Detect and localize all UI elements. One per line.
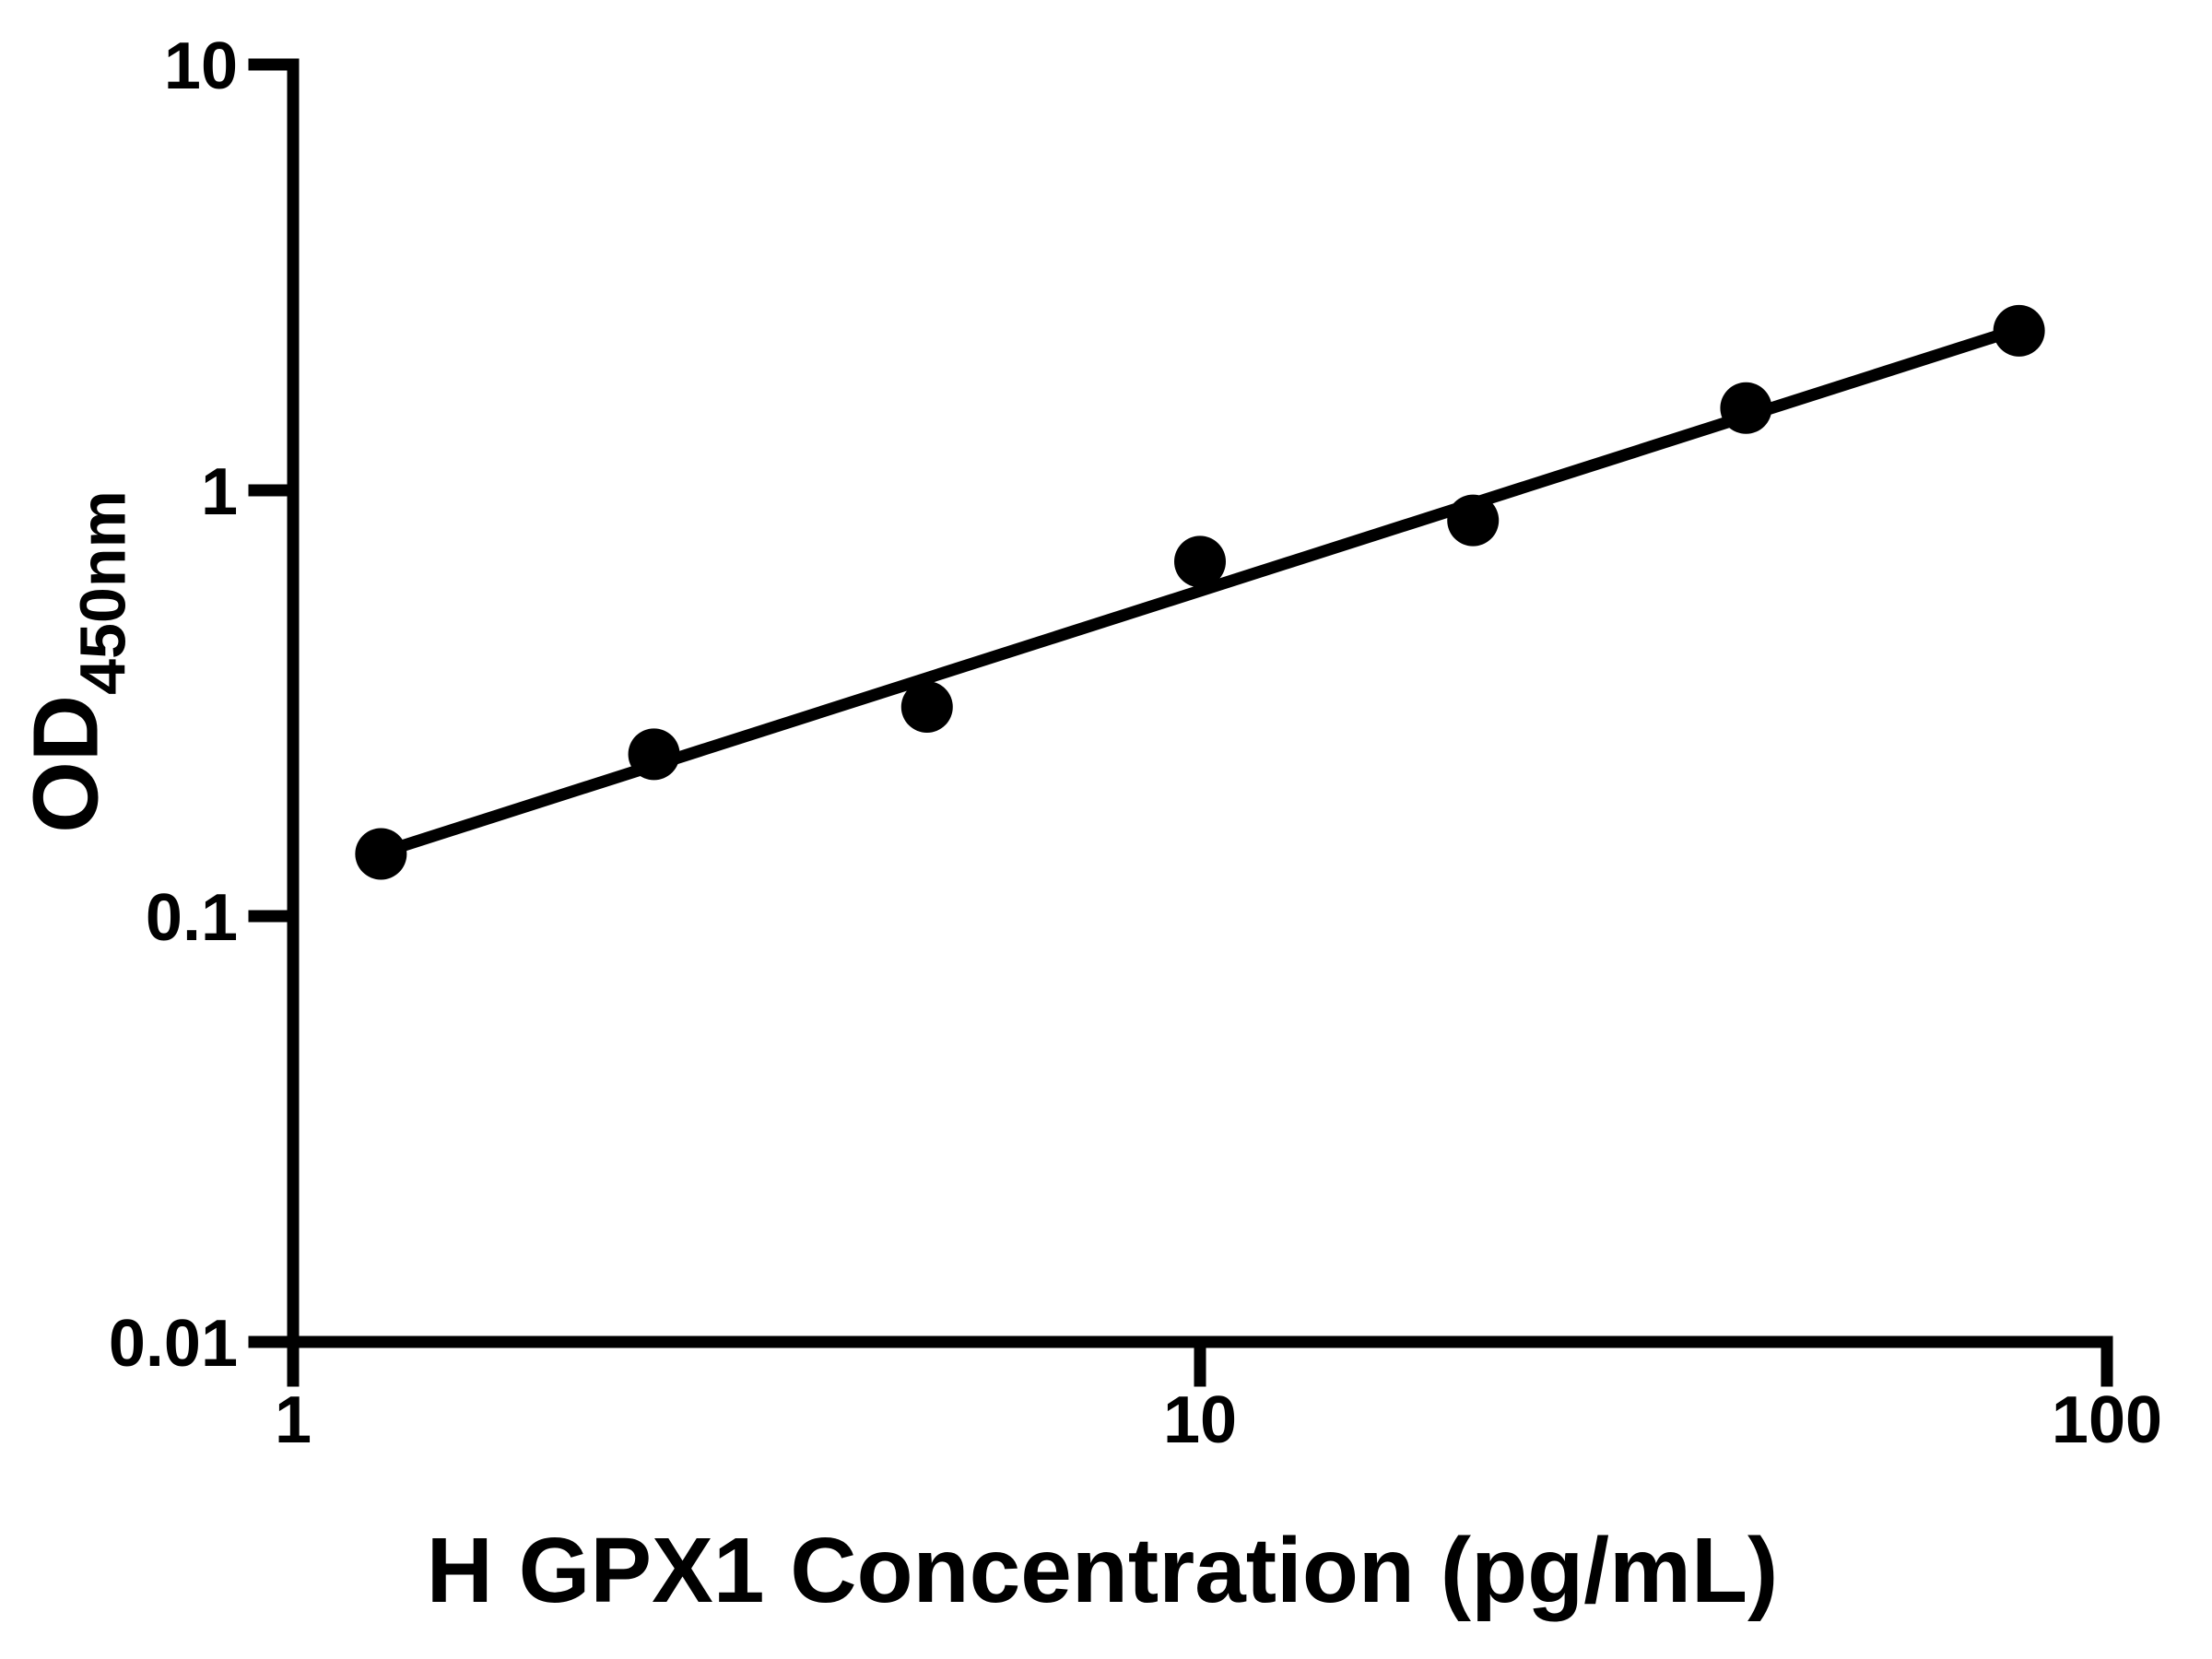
data-point (1174, 535, 1226, 588)
x-tick-label: 1 (275, 1383, 312, 1457)
x-axis-title: H GPX1 Concentration (pg/mL) (426, 1519, 1779, 1622)
data-point (1720, 382, 1772, 434)
data-point (900, 680, 953, 733)
data-points (355, 304, 2045, 880)
y-tick-label: 0.1 (146, 881, 238, 955)
axis-ticks (248, 58, 2113, 1387)
axes (287, 58, 2113, 1348)
y-axis-title: OD450nm (15, 490, 139, 833)
y-axis-title-main: OD (14, 694, 118, 833)
y-tick-label: 1 (201, 455, 238, 529)
data-point (355, 828, 407, 880)
y-axis-title-subscript: 450nm (66, 490, 139, 695)
data-point (1993, 304, 2045, 357)
tick-labels: 0.01 0.1 1 10 1 10 100 (109, 29, 2162, 1457)
data-point (1447, 494, 1500, 547)
data-point (628, 728, 680, 781)
x-tick-label: 10 (1163, 1383, 1237, 1457)
y-tick-label: 0.01 (109, 1307, 238, 1381)
y-tick-label: 10 (164, 29, 238, 103)
x-tick-label: 100 (2052, 1383, 2162, 1457)
